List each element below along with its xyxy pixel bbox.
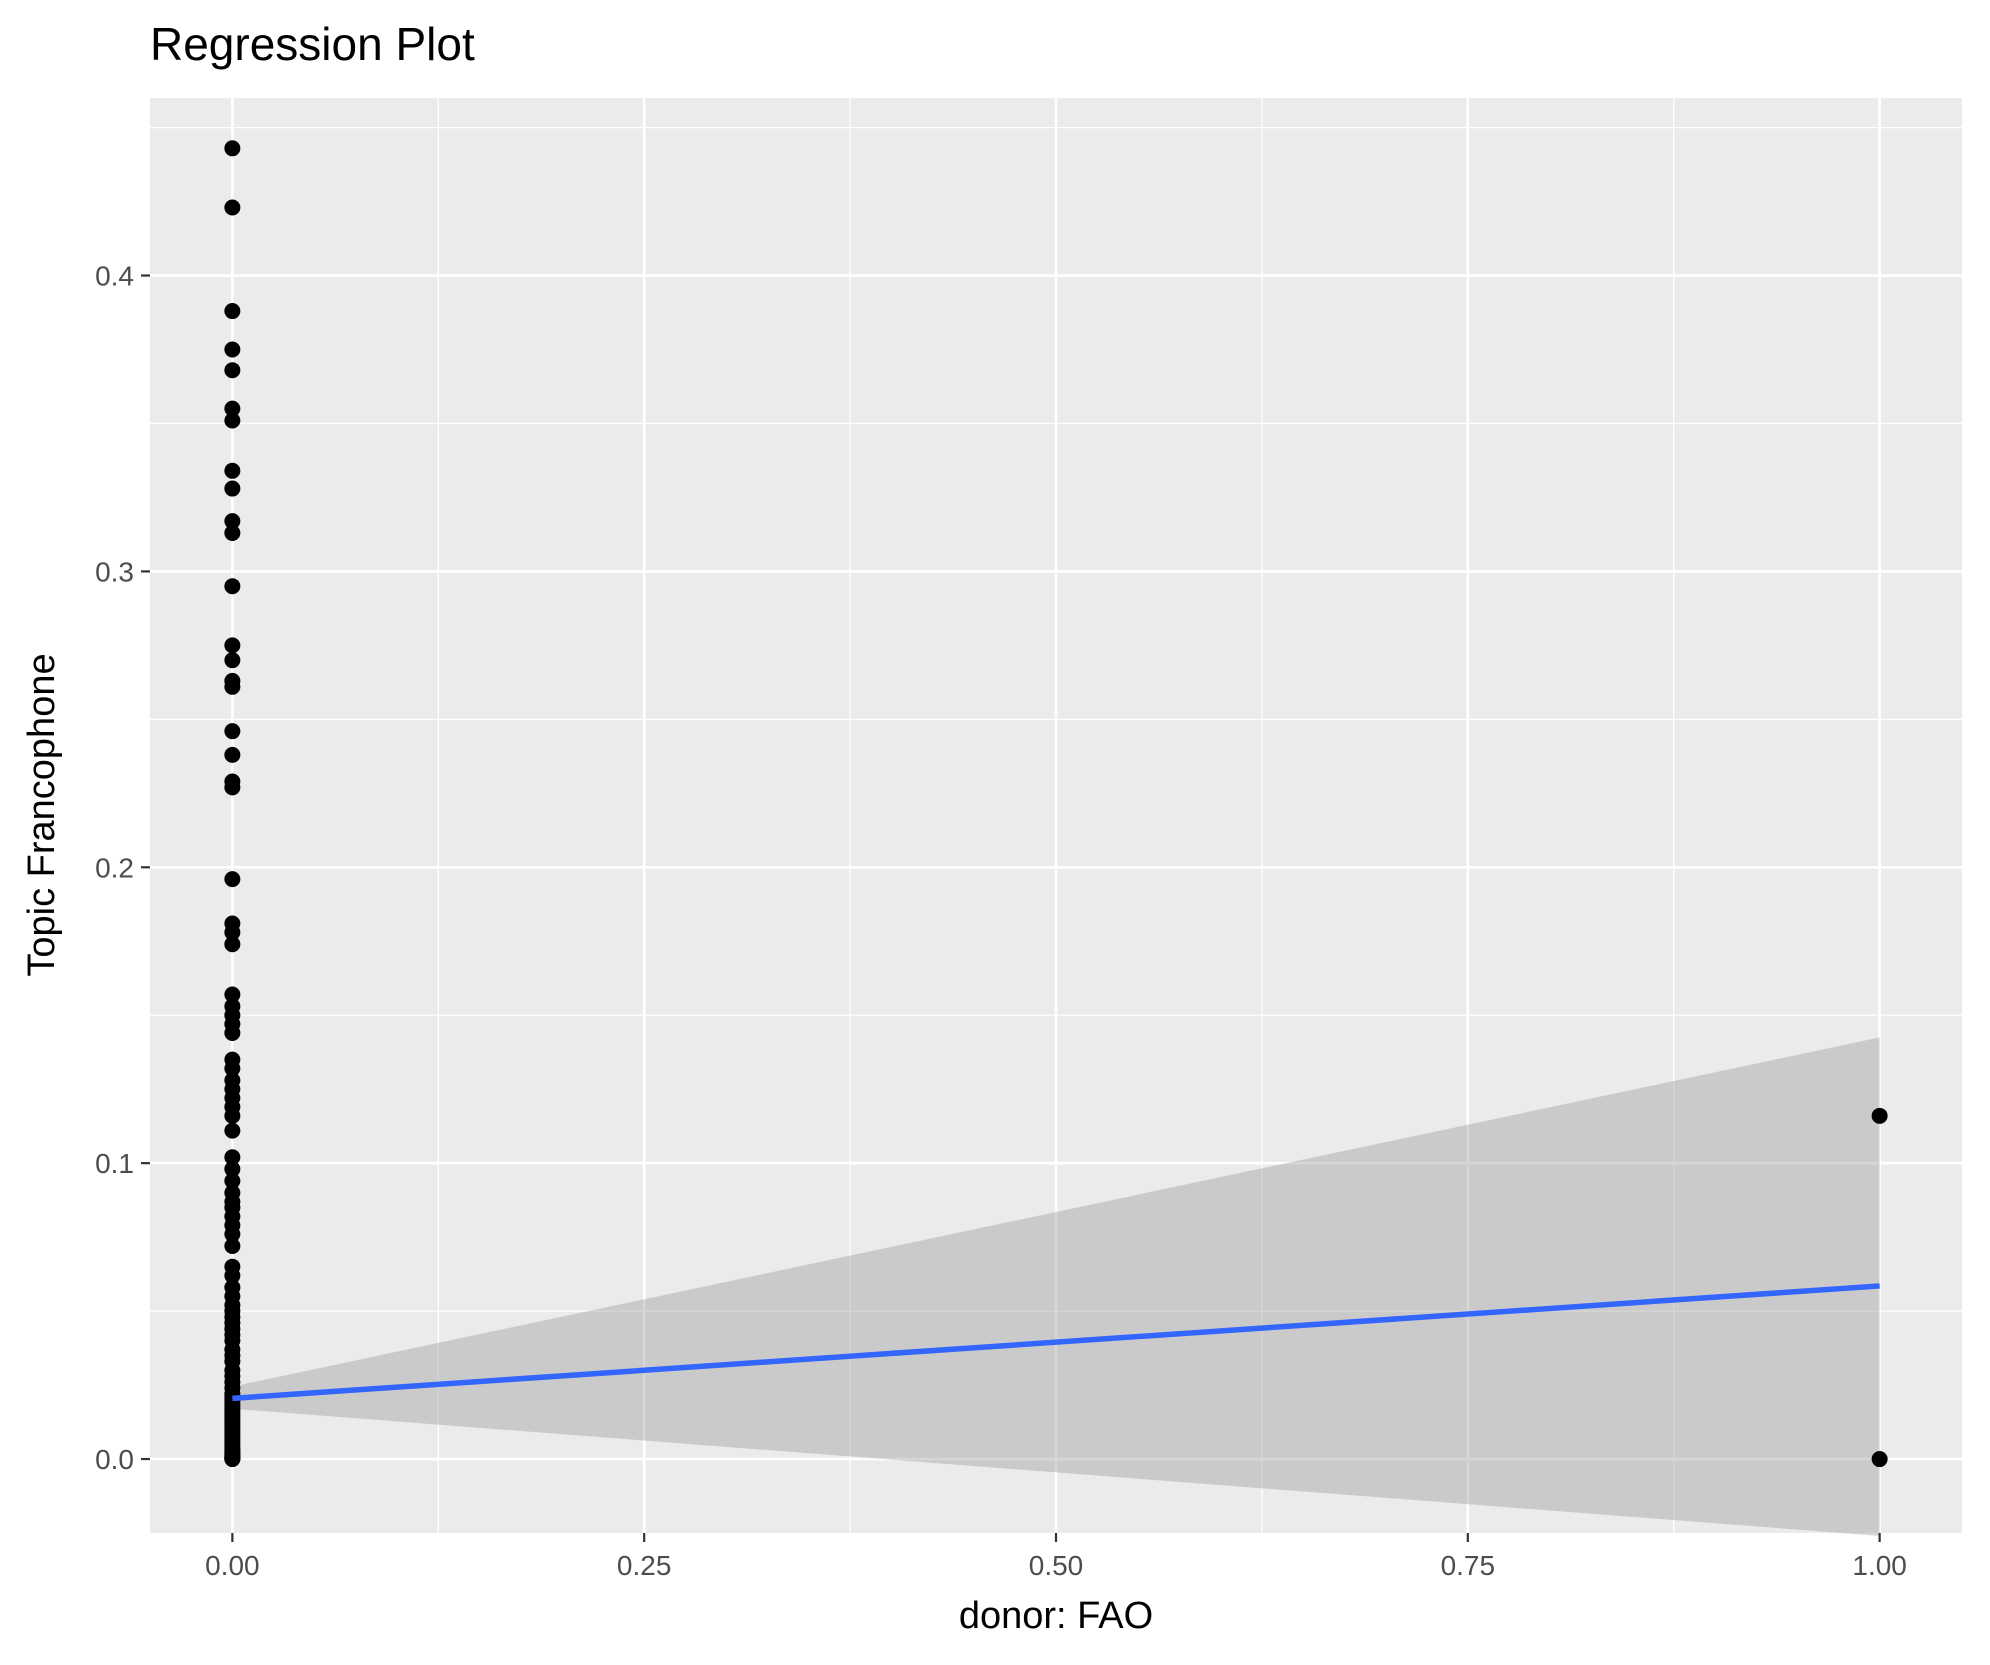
y-tick-label: 0.0: [95, 1444, 134, 1475]
regression-line: [232, 1283, 1880, 1402]
x-tick-label: 1.00: [1852, 1550, 1907, 1581]
y-tick-label: 0.4: [95, 261, 134, 292]
data-point: [224, 1172, 241, 1189]
data-point: [224, 936, 241, 953]
y-tick-label: 0.1: [95, 1148, 134, 1179]
data-point: [224, 341, 241, 358]
data-point: [1871, 1451, 1888, 1468]
chart-title: Regression Plot: [150, 18, 475, 70]
x-axis: 0.00 0.25 0.50 0.75 1.00: [205, 1533, 1907, 1581]
y-tick-label: 0.3: [95, 556, 134, 587]
data-point: [224, 1451, 241, 1468]
data-point: [224, 199, 241, 216]
data-point: [224, 678, 241, 695]
y-axis-title: Topic Francophone: [21, 653, 63, 976]
data-point: [1871, 1107, 1888, 1124]
data-point: [224, 723, 241, 740]
data-point: [224, 652, 241, 669]
data-point: [224, 412, 241, 429]
data-point: [224, 303, 241, 320]
x-tick-label: 0.50: [1029, 1550, 1084, 1581]
data-point: [224, 1267, 241, 1284]
data-point: [224, 1122, 241, 1139]
data-point: [224, 871, 241, 888]
data-point: [224, 362, 241, 379]
data-point: [224, 779, 241, 796]
data-point: [224, 1161, 241, 1178]
data-point: [224, 924, 241, 941]
data-point: [224, 746, 241, 763]
data-point: [224, 1149, 241, 1166]
data-point: [224, 513, 241, 530]
data-point: [224, 1060, 241, 1077]
x-axis-title: donor: FAO: [959, 1595, 1153, 1637]
data-point: [224, 1024, 241, 1041]
x-tick-label: 0.00: [205, 1550, 260, 1581]
data-point: [224, 400, 241, 417]
x-tick-label: 0.75: [1441, 1550, 1496, 1581]
y-tick-label: 0.2: [95, 852, 134, 883]
data-point: [224, 578, 241, 595]
data-point: [224, 462, 241, 479]
data-point: [224, 986, 241, 1003]
data-point: [224, 524, 241, 541]
data-point: [224, 1107, 241, 1124]
confidence-ribbon: [232, 1037, 1880, 1536]
data-point: [224, 1238, 241, 1254]
data-point: [224, 1226, 241, 1243]
y-axis: 0.0 0.1 0.2 0.3 0.4: [95, 261, 150, 1475]
data-point: [224, 480, 241, 497]
x-tick-label: 0.25: [617, 1550, 672, 1581]
data-point: [224, 637, 241, 654]
data-point: [224, 140, 241, 157]
data-points: [224, 140, 1888, 1468]
